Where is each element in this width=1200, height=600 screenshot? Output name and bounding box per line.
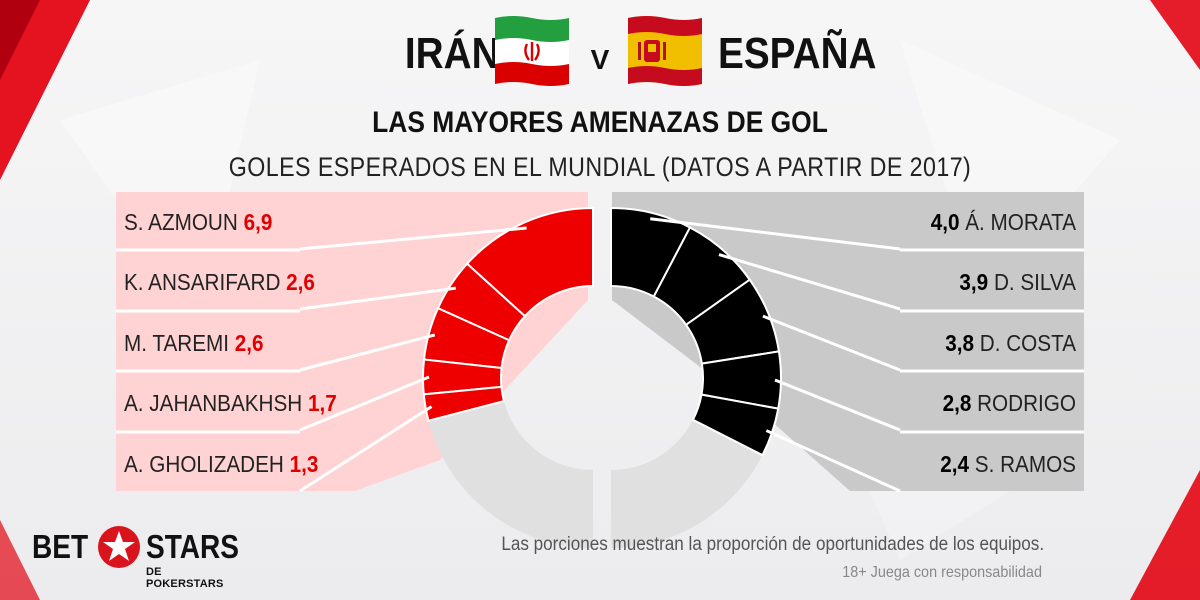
iran-slice-5 (422, 385, 506, 422)
spain-player-name: D. COSTA (980, 330, 1077, 356)
team-right-name: ESPAÑA (718, 29, 877, 78)
spain-player-xg: 3,8 (945, 330, 980, 356)
spain-player-row-2: 3,9 D. SILVA (959, 269, 1076, 295)
iran-connector-3 (299, 333, 436, 372)
spain-player-xg: 2,4 (940, 451, 975, 477)
responsibility-notice: 18+ Juega con responsabilidad (842, 564, 1042, 581)
spain-connector-1 (650, 217, 901, 251)
iran-connector-4 (299, 375, 430, 432)
iran-player-name: M. TAREMI (124, 330, 235, 356)
spain-player-row-1: 4,0 Á. MORATA (931, 209, 1077, 235)
iran-player-row-3: M. TAREMI 2,6 (124, 330, 264, 356)
team-left-name: IRÁN (405, 29, 500, 78)
iran-player-row-1: S. AZMOUN 6,9 (124, 209, 272, 235)
spain-flag-icon (628, 16, 702, 86)
iran-player-row-5: A. GHOLIZADEH 1,3 (124, 451, 318, 477)
spain-slice-5 (691, 393, 780, 457)
spain-player-name: D. SILVA (994, 269, 1076, 295)
spain-connector-3 (762, 314, 901, 372)
spain-player-row-4: 2,8 RODRIGO (943, 390, 1076, 416)
spain-player-name: RODRIGO (977, 390, 1076, 416)
chart-title: LAS MAYORES AMENAZAS DE GOL (372, 106, 828, 139)
iran-player-name: S. AZMOUN (124, 209, 244, 235)
spain-player-name: S. RAMOS (975, 451, 1076, 477)
iran-player-xg: 1,7 (308, 390, 337, 416)
spain-player-xg: 2,8 (943, 390, 978, 416)
iran-player-row-4: A. JAHANBAKHSH 1,7 (124, 390, 337, 416)
spain-player-xg: 4,0 (931, 209, 966, 235)
versus-label: V (590, 44, 610, 75)
spain-player-row-3: 3,8 D. COSTA (945, 330, 1076, 356)
logo-bet-text: BET (32, 528, 89, 565)
star-icon (98, 526, 140, 568)
iran-player-name: A. GHOLIZADEH (124, 451, 290, 477)
iran-player-name: K. ANSARIFARD (124, 269, 286, 295)
footnote: Las porciones muestran la proporción de … (501, 534, 1044, 555)
iran-connector-1 (299, 226, 527, 251)
iran-player-name: A. JAHANBAKHSH (124, 390, 308, 416)
iran-player-xg: 2,6 (235, 330, 264, 356)
spain-connector-4 (774, 378, 901, 432)
spain-connector-2 (718, 253, 901, 311)
iran-connector-5 (299, 405, 433, 493)
spain-player-row-5: 2,4 S. RAMOS (940, 451, 1076, 477)
match-header: IRÁN V ESPAÑA (0, 14, 1200, 94)
spain-player-name: Á. MORATA (965, 209, 1076, 235)
iran-player-xg: 1,3 (290, 451, 319, 477)
iran-player-row-2: K. ANSARIFARD 2,6 (124, 269, 315, 295)
logo-subtext: DE POKERSTARS (146, 566, 224, 590)
iran-player-xg: 2,6 (286, 269, 315, 295)
iran-player-xg: 6,9 (244, 209, 273, 235)
betstars-logo: BET STARS DE POKERSTARS (22, 524, 242, 590)
iran-connector-2 (299, 286, 457, 311)
logo-stars-text: STARS (146, 528, 239, 565)
chart-subtitle: GOLES ESPERADOS EN EL MUNDIAL (DATOS A P… (228, 152, 972, 182)
iran-flag-icon (495, 16, 569, 86)
spain-player-xg: 3,9 (959, 269, 994, 295)
spain-connector-5 (765, 429, 901, 493)
